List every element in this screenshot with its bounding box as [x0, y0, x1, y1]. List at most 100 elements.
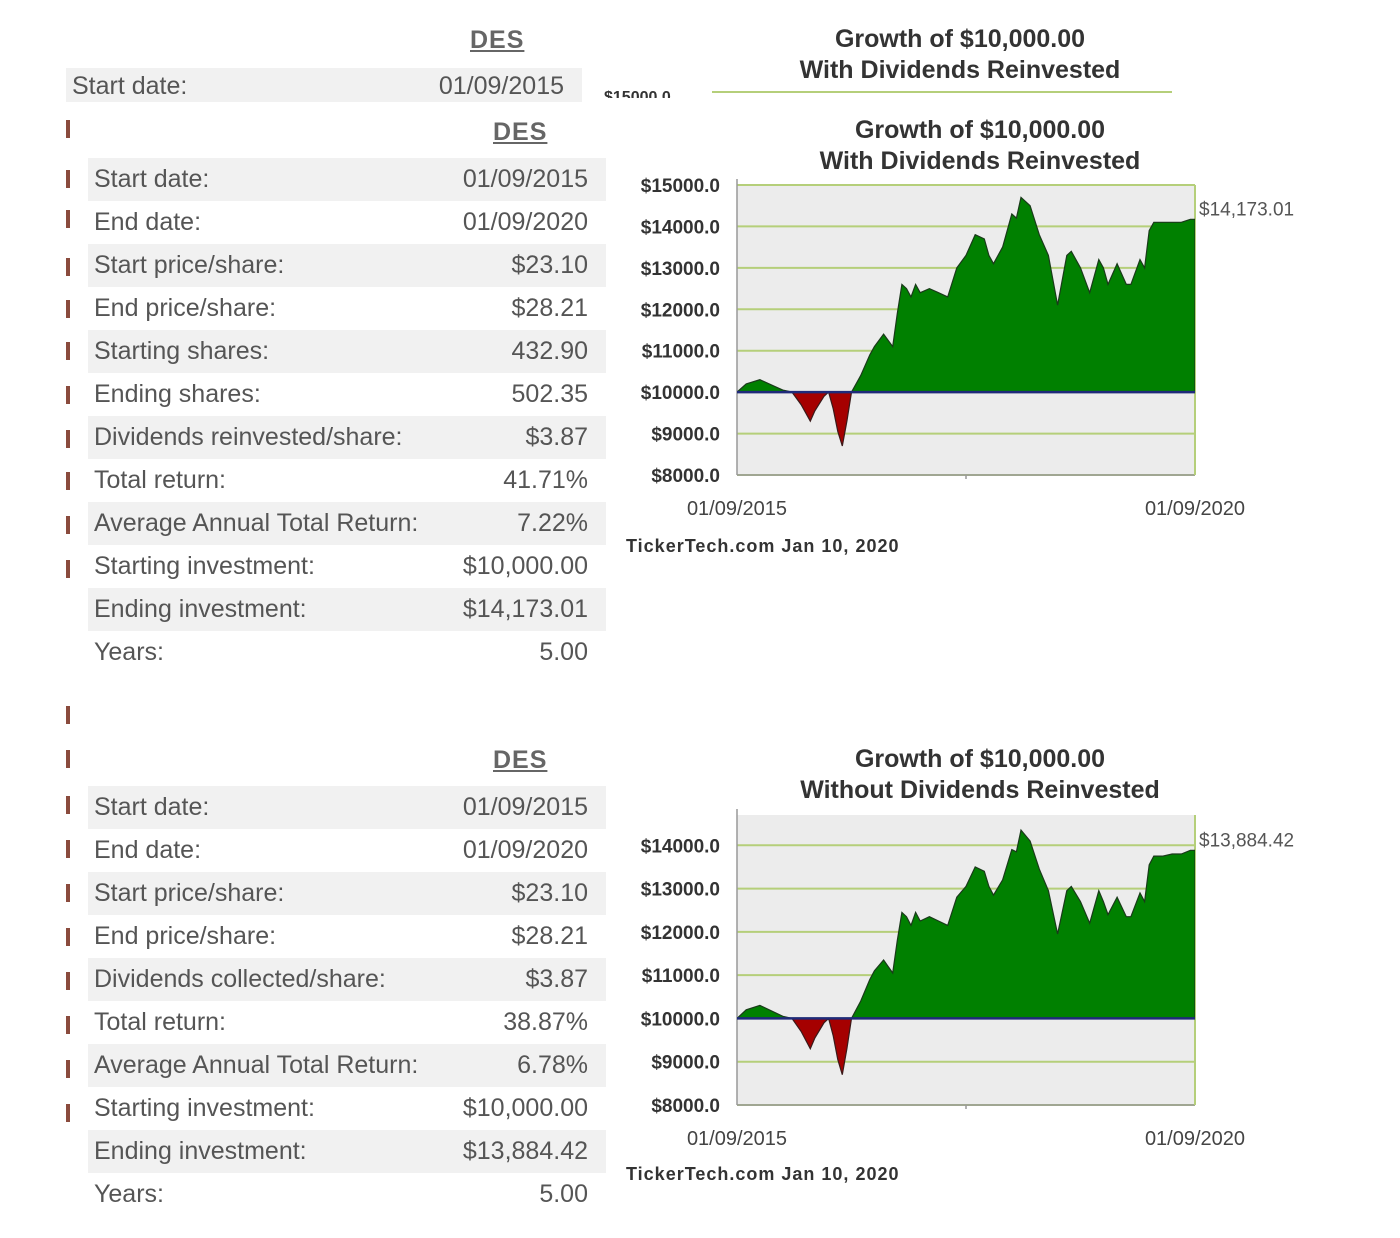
stats-row: Total return: 41.71%	[88, 459, 606, 502]
y-tick-label: $9000.0	[651, 425, 720, 446]
partial-start-row: Start date: 01/09/2015	[66, 68, 582, 102]
stats-label: Start date:	[88, 158, 451, 201]
edge-mark	[66, 170, 70, 188]
stats-row: Years: 5.00	[88, 631, 606, 674]
edge-mark	[66, 928, 70, 946]
stats-label: Ending investment:	[88, 588, 451, 631]
stats-label: Start price/share:	[88, 872, 451, 915]
y-tick-label: $13000.0	[641, 880, 720, 901]
y-tick-label: $15000.0	[641, 176, 720, 197]
stats-label: Dividends reinvested/share:	[88, 416, 451, 459]
edge-mark	[66, 386, 70, 404]
y-tick-label: $9000.0	[651, 1053, 720, 1074]
stats-label: Dividends collected/share:	[88, 958, 451, 1001]
stats-row: Ending investment: $14,173.01	[88, 588, 606, 631]
stats-row: Average Annual Total Return: 7.22%	[88, 502, 606, 545]
stats-row: Dividends collected/share: $3.87	[88, 958, 606, 1001]
y-tick-label: $12000.0	[641, 300, 720, 321]
gain-area	[737, 196, 1195, 393]
partial-start-label: Start date:	[72, 72, 188, 100]
with-chart: $15000.0 $14000.0 $13000.0 $12000.0 $11000.0…	[641, 176, 1294, 520]
stats-row: Average Annual Total Return: 6.78%	[88, 1044, 606, 1087]
stats-value: 41.71%	[503, 466, 588, 494]
stats-value: $28.21	[511, 294, 588, 322]
stats-value: $3.87	[450, 958, 606, 1001]
stats-value: $3.87	[450, 416, 606, 459]
edge-mark	[66, 472, 70, 490]
partial-ticker: DES	[470, 26, 525, 54]
stats-value: $23.10	[450, 244, 606, 287]
stats-row: Starting investment: $10,000.00	[88, 1087, 606, 1130]
without-chart-title-line1: Growth of $10,000.00	[854, 745, 1106, 773]
edge-mark	[66, 1060, 70, 1078]
y-tick-label: $14000.0	[641, 217, 720, 238]
y-tick-label: $8000.0	[651, 1096, 720, 1117]
stats-value: 432.90	[450, 330, 606, 373]
stats-value: 5.00	[539, 1180, 588, 1208]
partial-axis-line	[712, 91, 1172, 93]
without-footer-note: TickerTech.com Jan 10, 2020	[626, 1164, 900, 1184]
edge-mark	[66, 796, 70, 814]
edge-mark	[66, 342, 70, 360]
edge-mark	[66, 430, 70, 448]
edge-mark	[66, 706, 70, 724]
stats-value: 38.87%	[503, 1008, 588, 1036]
y-tick-label: $8000.0	[651, 466, 720, 487]
without-chart-title: Growth of $10,000.00 Without Dividends R…	[780, 744, 1180, 806]
stats-label: Years:	[94, 638, 164, 666]
stats-value: $10,000.00	[462, 552, 588, 580]
stats-row: Ending investment: $13,884.42	[88, 1130, 606, 1173]
y-tick-label: $11000.0	[642, 966, 720, 987]
partial-chart-title: Growth of $10,000.00 With Dividends Rein…	[760, 24, 1160, 86]
left-edge-marks	[66, 110, 74, 1220]
stats-label: Starting investment:	[94, 1094, 315, 1122]
edge-mark	[66, 300, 70, 318]
stats-label: End date:	[94, 208, 202, 236]
edge-mark	[66, 210, 70, 228]
stats-label: Average Annual Total Return:	[88, 502, 451, 545]
stats-value: 01/09/2020	[462, 836, 588, 864]
stats-row: Ending shares: 502.35	[88, 373, 606, 416]
stats-label: Starting shares:	[88, 330, 451, 373]
stats-label: Start price/share:	[88, 244, 451, 287]
edge-mark	[66, 120, 70, 138]
y-tick-label: $12000.0	[641, 923, 720, 944]
with-ticker[interactable]: DES	[493, 118, 548, 146]
stats-value: 502.35	[511, 380, 588, 408]
edge-mark	[66, 1104, 70, 1122]
stats-value: 01/09/2020	[462, 208, 588, 236]
edge-mark	[66, 750, 70, 768]
stats-value: 6.78%	[450, 1044, 606, 1087]
stats-label: Average Annual Total Return:	[88, 1044, 451, 1087]
stats-row: Starting shares: 432.90	[88, 330, 606, 373]
with-chart-title: Growth of $10,000.00 With Dividends Rein…	[780, 115, 1180, 177]
stats-label: Starting investment:	[94, 552, 315, 580]
stats-label: End price/share:	[94, 294, 277, 322]
stats-value: $13,884.42	[450, 1130, 606, 1173]
stats-value: 01/09/2015	[450, 158, 606, 201]
y-tick-label: $13000.0	[641, 259, 720, 280]
stats-label: Years:	[94, 1180, 164, 1208]
stats-label: Ending investment:	[88, 1130, 451, 1173]
without-ticker[interactable]: DES	[493, 746, 548, 774]
without-stats-table: Start date: 01/09/2015 End date: 01/09/2020…	[88, 786, 606, 1216]
stats-row: End date: 01/09/2020	[88, 829, 606, 872]
stats-value: 01/09/2015	[450, 786, 606, 829]
edge-mark	[66, 972, 70, 990]
stats-row: End price/share: $28.21	[88, 915, 606, 958]
edge-mark	[66, 516, 70, 534]
with-chart-title-line1: Growth of $10,000.00	[854, 116, 1106, 144]
partial-start-value: 01/09/2015	[438, 72, 564, 100]
y-tick-label: $10000.0	[641, 383, 720, 404]
stats-row: Start date: 01/09/2015	[88, 158, 606, 201]
y-tick-label: $11000.0	[642, 342, 720, 363]
stats-label: End price/share:	[94, 922, 277, 950]
with-footer-note: TickerTech.com Jan 10, 2020	[626, 536, 900, 556]
stats-value: 5.00	[539, 638, 588, 666]
stats-row: Start price/share: $23.10	[88, 244, 606, 287]
stats-row: Start date: 01/09/2015	[88, 786, 606, 829]
stats-value: $10,000.00	[462, 1094, 588, 1122]
edge-mark	[66, 258, 70, 276]
stats-row: Start price/share: $23.10	[88, 872, 606, 915]
x-tick-label: 01/09/2015	[687, 1128, 787, 1150]
